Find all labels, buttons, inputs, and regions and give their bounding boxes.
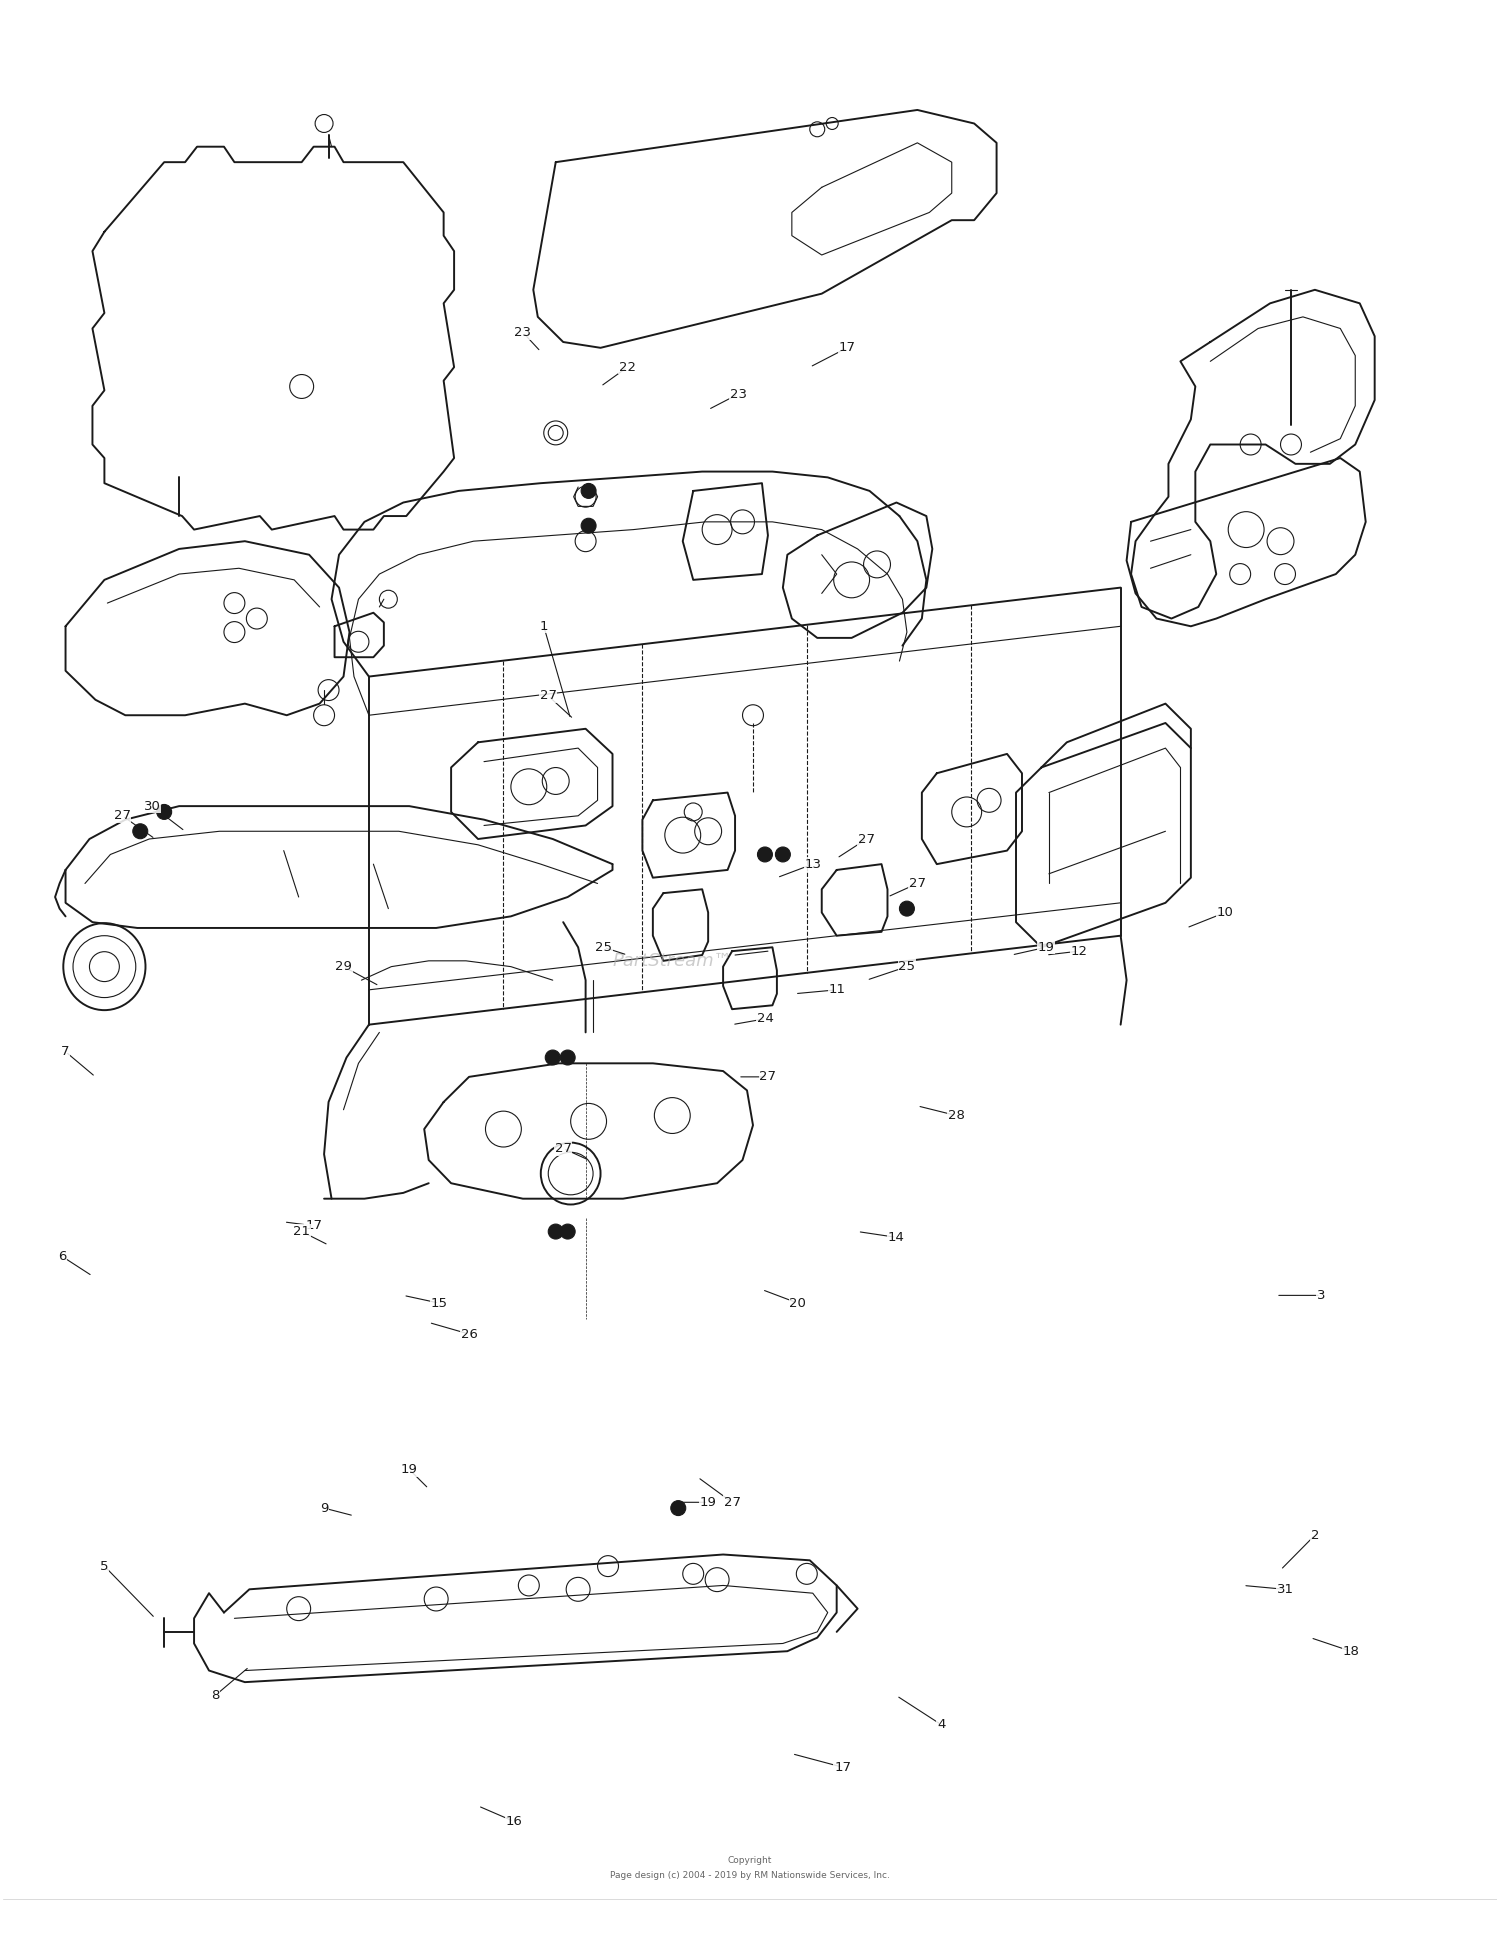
Circle shape bbox=[156, 804, 171, 819]
Text: 4: 4 bbox=[938, 1718, 945, 1731]
Text: 27: 27 bbox=[114, 809, 130, 823]
Text: 9: 9 bbox=[320, 1502, 328, 1514]
Circle shape bbox=[580, 483, 596, 499]
Text: 20: 20 bbox=[789, 1297, 807, 1310]
Text: 21: 21 bbox=[292, 1225, 310, 1238]
Text: 27: 27 bbox=[723, 1497, 741, 1508]
Text: 29: 29 bbox=[334, 961, 352, 972]
Text: 27: 27 bbox=[540, 689, 556, 703]
Text: PartStream™: PartStream™ bbox=[612, 951, 732, 970]
Circle shape bbox=[776, 846, 790, 862]
Text: 27: 27 bbox=[555, 1141, 572, 1155]
Text: 18: 18 bbox=[1342, 1644, 1359, 1658]
Circle shape bbox=[670, 1500, 686, 1516]
Text: 12: 12 bbox=[1071, 945, 1088, 957]
Text: 23: 23 bbox=[514, 326, 531, 340]
Circle shape bbox=[758, 846, 772, 862]
Text: 8: 8 bbox=[211, 1689, 219, 1702]
Text: 19: 19 bbox=[400, 1464, 417, 1475]
Text: 11: 11 bbox=[828, 984, 844, 996]
Text: 2: 2 bbox=[1311, 1530, 1318, 1541]
Text: 19: 19 bbox=[699, 1497, 717, 1508]
Circle shape bbox=[580, 518, 596, 534]
Text: 25: 25 bbox=[596, 941, 612, 953]
Text: 16: 16 bbox=[506, 1815, 522, 1828]
Circle shape bbox=[560, 1225, 574, 1238]
Circle shape bbox=[546, 1050, 560, 1066]
Text: 17: 17 bbox=[304, 1219, 322, 1233]
Text: 28: 28 bbox=[948, 1108, 964, 1122]
Text: 5: 5 bbox=[100, 1561, 108, 1572]
Text: 23: 23 bbox=[729, 388, 747, 400]
Circle shape bbox=[900, 901, 915, 916]
Text: 25: 25 bbox=[898, 961, 915, 972]
Text: 3: 3 bbox=[1317, 1289, 1324, 1302]
Text: 24: 24 bbox=[756, 1013, 774, 1025]
Text: 27: 27 bbox=[858, 833, 874, 846]
Text: 31: 31 bbox=[1276, 1582, 1293, 1596]
Text: Copyright: Copyright bbox=[728, 1856, 772, 1865]
Text: 27: 27 bbox=[909, 877, 926, 891]
Text: 26: 26 bbox=[460, 1328, 477, 1341]
Text: 10: 10 bbox=[1216, 906, 1233, 918]
Text: 7: 7 bbox=[62, 1044, 70, 1058]
Text: 30: 30 bbox=[144, 800, 160, 813]
Text: 15: 15 bbox=[430, 1297, 447, 1310]
Text: 17: 17 bbox=[839, 342, 855, 355]
Circle shape bbox=[549, 1225, 562, 1238]
Text: 1: 1 bbox=[540, 619, 548, 633]
Text: 6: 6 bbox=[58, 1250, 66, 1264]
Text: 22: 22 bbox=[620, 361, 636, 375]
Text: 14: 14 bbox=[888, 1231, 904, 1244]
Text: 17: 17 bbox=[834, 1760, 850, 1774]
Text: Page design (c) 2004 - 2019 by RM Nationswide Services, Inc.: Page design (c) 2004 - 2019 by RM Nation… bbox=[610, 1871, 890, 1881]
Circle shape bbox=[134, 823, 147, 839]
Circle shape bbox=[560, 1050, 574, 1066]
Text: 13: 13 bbox=[804, 858, 822, 872]
Text: 19: 19 bbox=[1038, 941, 1054, 953]
Text: 27: 27 bbox=[759, 1069, 777, 1083]
